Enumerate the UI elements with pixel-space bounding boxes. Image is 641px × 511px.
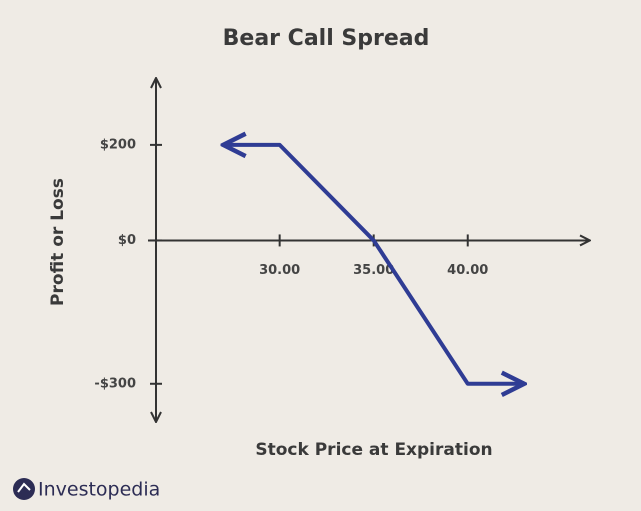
- y-tick-label: $200: [100, 137, 136, 152]
- x-axis-label: Stock Price at Expiration: [255, 440, 492, 460]
- y-tick-label: $0: [118, 233, 136, 248]
- x-tick-label: 40.00: [447, 263, 488, 278]
- brand: Investopedia: [38, 479, 160, 501]
- y-tick-label: -$300: [94, 376, 136, 391]
- y-axis-label: Profit or Loss: [48, 178, 68, 306]
- logo-glyph: [17, 482, 31, 493]
- payoff-line: [223, 145, 524, 384]
- logo-icon: [13, 478, 35, 500]
- logo: Investopedia: [13, 478, 160, 501]
- x-tick-label: 30.00: [259, 263, 300, 278]
- chart-title: Bear Call Spread: [223, 26, 430, 51]
